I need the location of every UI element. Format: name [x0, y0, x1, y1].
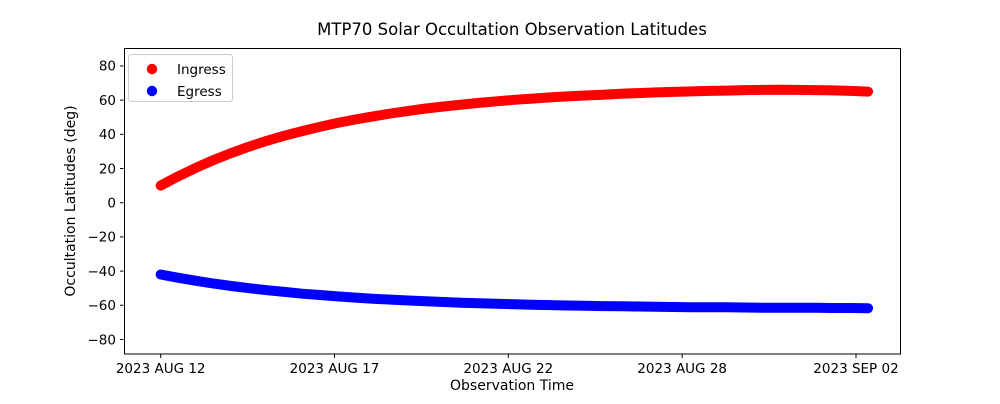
legend-label-ingress: Ingress [177, 62, 226, 78]
x-tick-label: 2023 AUG 12 [116, 361, 206, 377]
axis-ticks: 2023 AUG 12 2023 AUG 17 2023 AUG 22 2023 AU… [88, 59, 899, 377]
y-tick-label: −20 [88, 230, 117, 246]
y-tick-label: −40 [88, 264, 117, 280]
y-tick-label: 20 [99, 161, 116, 177]
y-tick-label: 80 [99, 59, 116, 75]
x-tick-label: 2023 AUG 22 [463, 361, 553, 377]
chart-title: MTP70 Solar Occultation Observation Lati… [317, 20, 707, 39]
legend: Ingress Egress [128, 54, 233, 102]
y-tick-label: 0 [107, 196, 116, 212]
series-egress [155, 269, 874, 314]
x-tick-label: 2023 AUG 28 [637, 361, 727, 377]
legend-label-egress: Egress [177, 84, 222, 100]
x-tick-label: 2023 AUG 17 [290, 361, 380, 377]
series-ingress [155, 84, 874, 191]
y-tick-label: 60 [99, 93, 116, 109]
y-tick-label: −80 [88, 332, 117, 348]
legend-marker-egress [146, 85, 158, 97]
y-axis-label: Occultation Latitudes (deg) [63, 105, 79, 296]
legend-marker-ingress [146, 63, 158, 75]
y-tick-label: 40 [99, 127, 116, 143]
x-axis-label: Observation Time [450, 378, 574, 394]
x-tick-label: 2023 SEP 02 [813, 361, 898, 377]
plot-border [124, 48, 901, 355]
y-tick-label: −60 [88, 298, 117, 314]
data-series [155, 84, 874, 314]
